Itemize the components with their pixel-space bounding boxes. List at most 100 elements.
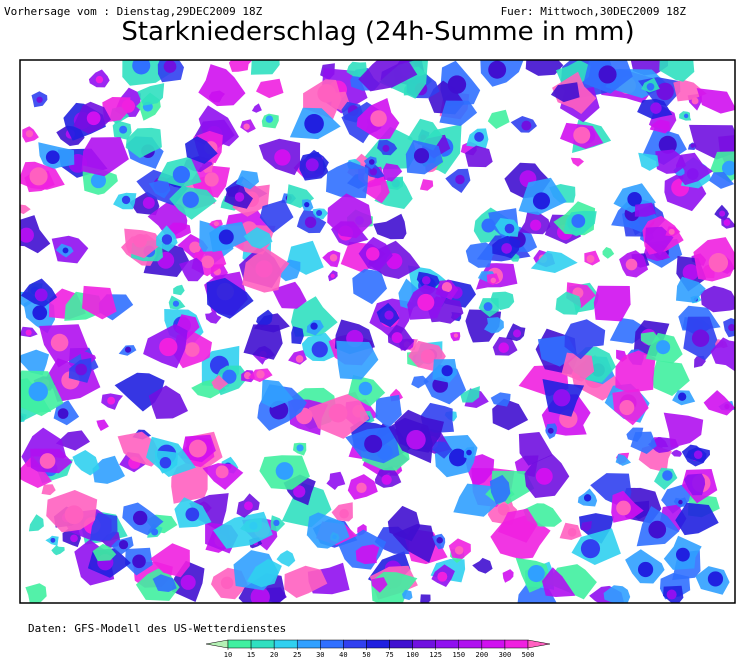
rain-core	[527, 565, 545, 583]
rain-core	[316, 209, 323, 217]
rain-cell	[593, 285, 631, 322]
rain-core	[420, 349, 435, 364]
rain-core	[707, 571, 724, 587]
rain-cell	[362, 175, 390, 204]
rain-core	[490, 277, 497, 284]
rain-core	[530, 219, 542, 231]
rain-cell	[371, 577, 388, 593]
rain-core	[513, 329, 522, 338]
rain-core	[328, 403, 348, 423]
rain-core	[28, 381, 48, 402]
rain-core	[172, 165, 190, 184]
rain-core	[185, 507, 200, 522]
rain-cell	[420, 594, 431, 603]
rain-core	[627, 192, 642, 207]
rain-core	[95, 75, 104, 84]
rain-cell	[530, 250, 578, 273]
rain-core	[675, 547, 690, 562]
rain-core	[370, 110, 387, 127]
rain-core	[356, 482, 367, 494]
rain-core	[250, 587, 270, 603]
rain-core	[64, 505, 84, 525]
rain-core	[358, 381, 373, 396]
rain-cell	[487, 109, 510, 129]
rain-cell	[542, 567, 576, 597]
rain-cell	[358, 60, 418, 92]
rain-cell	[211, 374, 229, 391]
rain-core	[317, 84, 336, 103]
rain-core	[437, 571, 448, 582]
rain-cell	[709, 172, 735, 189]
rain-cell	[92, 455, 125, 484]
rain-cell	[630, 431, 657, 454]
rain-core	[132, 510, 148, 526]
rain-core	[201, 255, 215, 269]
rain-cell	[555, 291, 582, 315]
rain-cell	[306, 512, 350, 549]
rain-core	[25, 329, 32, 336]
rain-core	[57, 408, 69, 419]
rain-cell	[247, 558, 282, 588]
rain-cell	[489, 474, 511, 505]
rain-core	[368, 159, 375, 165]
rain-core	[369, 167, 378, 176]
rain-cell	[137, 83, 165, 106]
rain-core	[163, 60, 177, 73]
rain-core	[666, 589, 677, 600]
rain-core	[381, 474, 392, 485]
colorbar-segment	[366, 639, 390, 649]
rain-core	[567, 527, 577, 537]
rain-cell	[206, 277, 254, 319]
rain-core	[441, 365, 453, 377]
rain-core	[413, 148, 430, 164]
rain-core	[483, 302, 493, 312]
rain-cell	[251, 103, 262, 113]
rain-core	[406, 430, 426, 450]
rain-cell	[213, 511, 273, 549]
rain-cell	[392, 524, 436, 563]
rain-core	[683, 113, 689, 119]
rain-core	[70, 534, 78, 543]
rain-cell	[20, 349, 49, 376]
rain-core	[474, 132, 484, 142]
rain-core	[693, 450, 703, 459]
rain-cell	[256, 309, 273, 328]
rain-cell	[492, 398, 529, 431]
rain-core	[497, 503, 510, 516]
rain-core	[107, 396, 116, 405]
data-source: Daten: GFS-Modell des US-Wetterdienstes	[28, 622, 286, 635]
rain-core	[213, 221, 219, 227]
rain-cell	[261, 379, 294, 408]
rain-core	[691, 97, 699, 105]
rain-cell	[355, 544, 380, 565]
rain-core	[339, 508, 349, 519]
rain-core	[616, 500, 631, 516]
rain-cell	[272, 281, 307, 309]
colorbar-tick-label: 100	[406, 651, 419, 659]
rain-cell	[185, 136, 218, 164]
rain-cell	[326, 471, 346, 490]
rain-core	[637, 561, 654, 578]
rain-core	[142, 197, 155, 209]
rain-cell	[89, 512, 118, 541]
rain-cell	[276, 550, 296, 567]
rain-cell	[676, 152, 713, 186]
rain-core	[532, 192, 551, 210]
rain-core	[50, 333, 69, 352]
rain-core	[598, 65, 617, 84]
rain-cell	[673, 79, 707, 102]
rain-core	[215, 465, 229, 479]
rain-cell	[419, 179, 434, 191]
rain-cell	[336, 340, 379, 380]
rain-core	[182, 191, 199, 208]
rain-cell	[51, 545, 65, 556]
rain-core	[580, 539, 601, 559]
colorbar-segment	[481, 639, 506, 649]
rain-core	[455, 174, 465, 185]
rain-core	[454, 545, 464, 555]
rain-core	[728, 324, 735, 332]
rain-core	[86, 111, 101, 126]
rain-core	[218, 229, 234, 245]
rain-core	[265, 115, 274, 123]
